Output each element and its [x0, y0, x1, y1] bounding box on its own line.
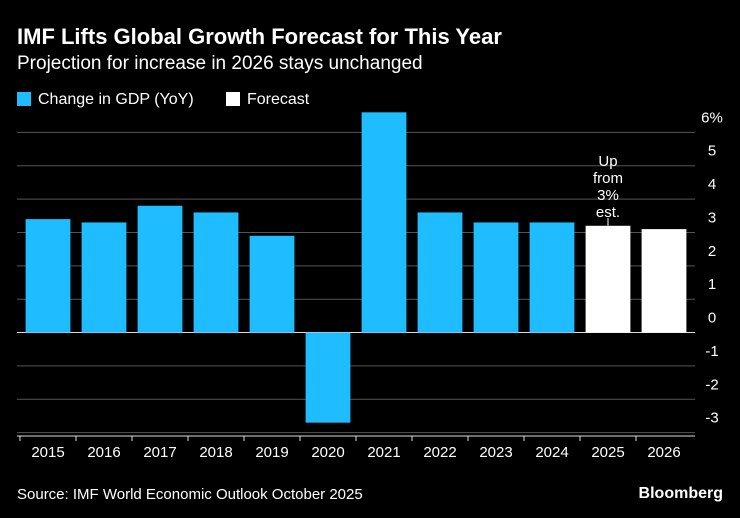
x-tick-label: 2026 [647, 444, 680, 461]
bar [137, 205, 183, 333]
annotation: 3% [597, 187, 619, 204]
y-tick-label: -2 [705, 376, 718, 393]
x-tick-label: 2015 [31, 444, 64, 461]
bar [585, 225, 631, 333]
bar [361, 112, 407, 333]
y-tick-label: 4 [708, 176, 716, 193]
y-tick-label: 5 [708, 143, 716, 160]
y-tick-label: -3 [705, 410, 718, 427]
bar [473, 222, 519, 333]
x-tick-label: 2016 [87, 444, 120, 461]
x-tick-label: 2020 [311, 444, 344, 461]
x-tick-label: 2025 [591, 444, 624, 461]
bar [249, 235, 295, 333]
bar [529, 222, 575, 333]
annotation: Up [598, 153, 617, 170]
x-tick-label: 2023 [479, 444, 512, 461]
y-tick-label: 1 [708, 276, 716, 293]
y-tick-label: 2 [708, 243, 716, 260]
y-tick-label: 3 [708, 209, 716, 226]
chart-subtitle: Projection for increase in 2026 stays un… [17, 53, 423, 74]
x-tick-label: 2019 [255, 444, 288, 461]
chart-title: IMF Lifts Global Growth Forecast for Thi… [17, 24, 502, 49]
bar [25, 219, 71, 333]
y-tick-label: 0 [708, 310, 716, 327]
y-tick-label: -1 [705, 343, 718, 360]
legend-swatch [17, 92, 31, 106]
annotation: est. [596, 204, 620, 221]
bar [305, 332, 351, 423]
legend-swatch [226, 92, 240, 106]
y-tick-label: 6% [701, 109, 723, 126]
bar [193, 212, 239, 333]
bar [81, 222, 127, 333]
annotation: from [593, 170, 623, 187]
bar [641, 229, 687, 333]
legend-label: Change in GDP (YoY) [38, 91, 194, 108]
x-tick-label: 2022 [423, 444, 456, 461]
x-tick-label: 2018 [199, 444, 232, 461]
source: Source: IMF World Economic Outlook Octob… [17, 486, 363, 503]
bar [417, 212, 463, 333]
x-tick-label: 2024 [535, 444, 568, 461]
legend-label: Forecast [247, 91, 310, 108]
x-tick-label: 2021 [367, 444, 400, 461]
brand: Bloomberg [639, 485, 723, 502]
x-tick-label: 2017 [143, 444, 176, 461]
